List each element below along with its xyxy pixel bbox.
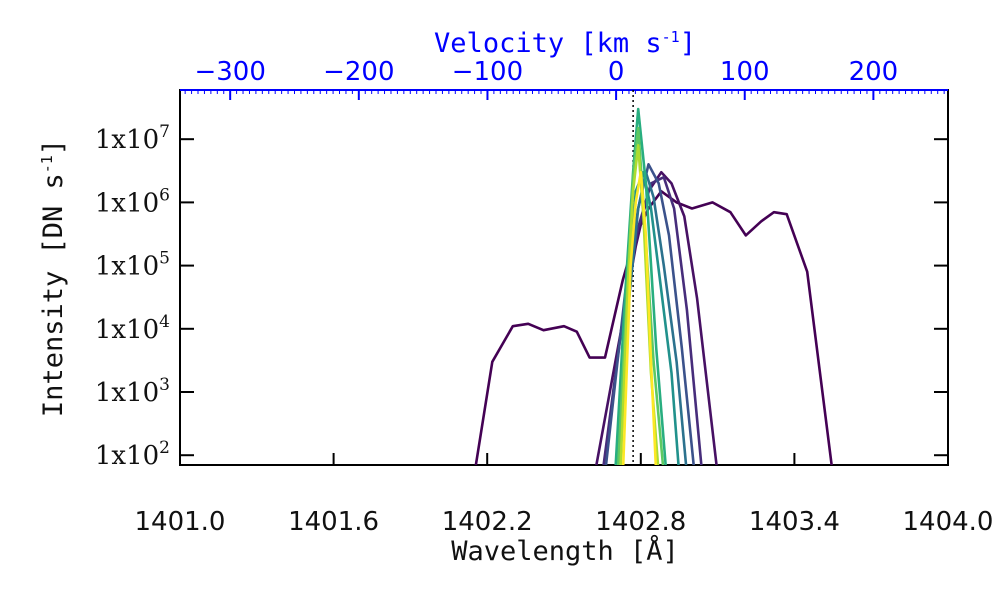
- series-line-profile-10: [621, 170, 658, 465]
- top-tick-label: 100: [720, 57, 770, 87]
- x-tick-label: 1402.2: [442, 507, 533, 537]
- x-tick-label: 1401.0: [135, 507, 226, 537]
- top-axis-ticks: −300 −200 −100 0 100 200: [194, 57, 898, 100]
- top-tick-label: −300: [194, 57, 265, 87]
- y-axis-title: Intensity [DN s-1]: [38, 139, 69, 417]
- plot-frame: [179, 89, 949, 466]
- top-tick-label: 200: [849, 57, 899, 87]
- series-group: [474, 107, 833, 465]
- x-tick-label: 1404.0: [903, 507, 994, 537]
- top-tick-label: −100: [452, 57, 523, 87]
- y-tick-label: 1x106: [95, 185, 170, 218]
- series-line-profile-7: [614, 107, 667, 465]
- top-tick-label: 0: [608, 57, 625, 87]
- y-tick-label: 1x107: [95, 122, 170, 155]
- top-axis-title: Velocity [km s-1]: [434, 28, 696, 59]
- top-tick-label: −200: [323, 57, 394, 87]
- x-tick-label: 1401.6: [288, 507, 379, 537]
- x-axis-ticks: 1401.0 1401.6 1402.2 1402.8 1403.4 1404.0: [135, 453, 994, 537]
- y-tick-label: 1x102: [95, 438, 170, 471]
- x-tick-label: 1403.4: [749, 507, 840, 537]
- y-tick-label: 1x103: [95, 375, 170, 408]
- y-tick-label: 1x104: [95, 312, 170, 345]
- x-axis-title: Wavelength [Å]: [451, 535, 679, 567]
- y-tick-label: 1x105: [95, 249, 170, 282]
- y-axis-ticks: 1x102 1x103 1x104 1x105 1x106 1x107: [95, 122, 948, 471]
- x-tick-label: 1402.8: [595, 507, 686, 537]
- top-axis-minor-ticks: [184, 90, 945, 94]
